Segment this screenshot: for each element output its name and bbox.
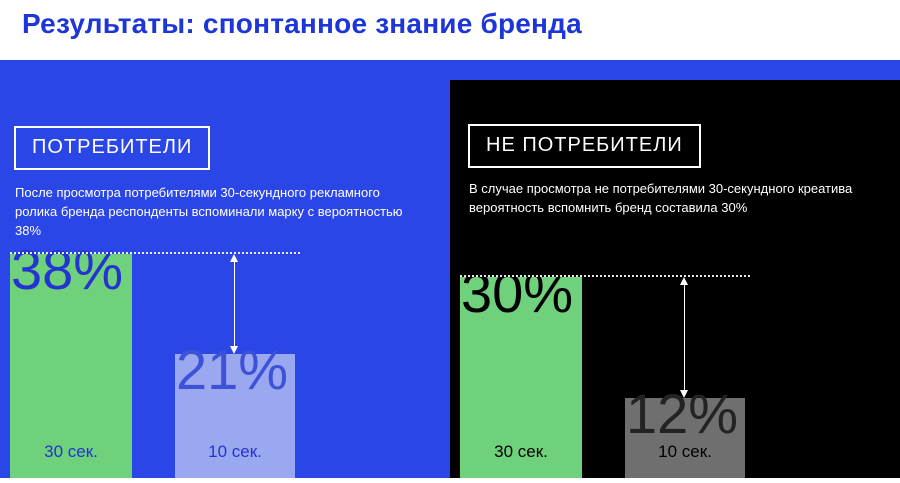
bar-value: 30% [461,261,574,324]
bar-category-label: 10 сек. [658,442,712,461]
bar-category-label: 30 сек. [44,442,98,461]
bar-value: 38% [11,238,124,301]
non-consumers-description: В случае просмотра не потребителями 30-с… [469,181,853,215]
arrow-down-icon [680,390,688,398]
bar-category-label: 10 сек. [208,442,262,461]
threshold-dotted-line [460,275,750,277]
threshold-dotted-line [10,252,300,254]
bar-category-label: 30 сек. [494,442,548,461]
bar-30sec: 30% 30 сек. [460,265,582,478]
non-consumers-label-box: НЕ ПОТРЕБИТЕЛИ [468,124,701,168]
difference-arrow [680,277,689,398]
arrow-stem [684,280,685,395]
consumers-description: После просмотра потребителями 30-секундн… [15,185,403,238]
non-consumers-label: НЕ ПОТРЕБИТЕЛИ [486,134,683,156]
arrow-down-icon [230,346,238,354]
arrow-stem [234,257,235,351]
bar-30sec: 38% 30 сек. [10,242,132,478]
bar-10sec: 12% 10 сек. [625,386,745,478]
consumers-bar-chart: 38% 30 сек. 21% 10 сек. [10,228,440,478]
difference-arrow [230,254,239,354]
non-consumers-panel: НЕ ПОТРЕБИТЕЛИ В случае просмотра не пот… [450,80,900,478]
consumers-label: ПОТРЕБИТЕЛИ [32,136,193,158]
non-consumers-bar-chart: 30% 30 сек. 12% 10 сек. [460,248,890,478]
page-title: Результаты: спонтанное знание бренда [22,8,582,39]
consumers-label-box: ПОТРЕБИТЕЛИ [14,126,211,170]
bar-10sec: 21% 10 сек. [175,342,295,478]
